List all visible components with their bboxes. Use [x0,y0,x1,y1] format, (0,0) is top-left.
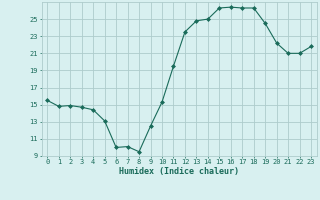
X-axis label: Humidex (Indice chaleur): Humidex (Indice chaleur) [119,167,239,176]
